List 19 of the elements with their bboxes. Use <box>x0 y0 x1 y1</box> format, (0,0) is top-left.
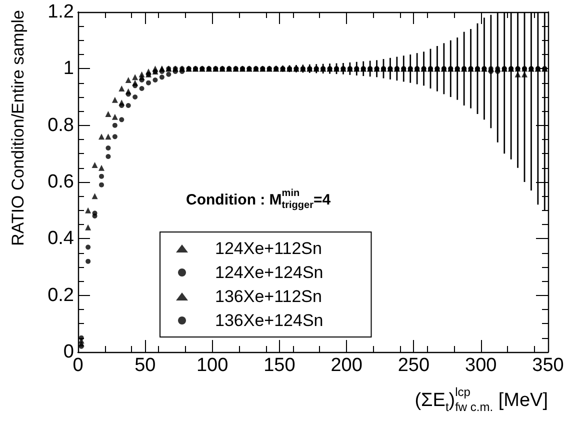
y-tick-label: 1 <box>63 58 74 80</box>
x-tick-label: 350 <box>532 355 564 376</box>
x-tick-label: 250 <box>398 355 430 376</box>
x-tick-label: 100 <box>196 355 228 376</box>
legend-label: 124Xe+124Sn <box>215 263 324 282</box>
x-tick-label: 300 <box>465 355 497 376</box>
y-axis-title: RATIO Condition/Entire sample <box>8 10 28 246</box>
y-tick-label: 0.2 <box>48 284 74 306</box>
y-tick-label: 0.8 <box>48 114 74 136</box>
legend-label: 136Xe+124Sn <box>215 311 324 330</box>
y-tick-label: 0.4 <box>48 228 74 250</box>
y-tick-label: 0.6 <box>48 172 74 192</box>
y-tick-label: 0 <box>63 342 74 362</box>
legend-label: 124Xe+112Sn <box>215 239 322 258</box>
x-tick-label: 200 <box>330 355 362 376</box>
x-tick-label: 50 <box>134 355 156 376</box>
x-tick-label: 150 <box>264 355 296 376</box>
y-tick-label: 1.2 <box>48 2 74 22</box>
legend-label: 136Xe+112Sn <box>215 287 322 306</box>
